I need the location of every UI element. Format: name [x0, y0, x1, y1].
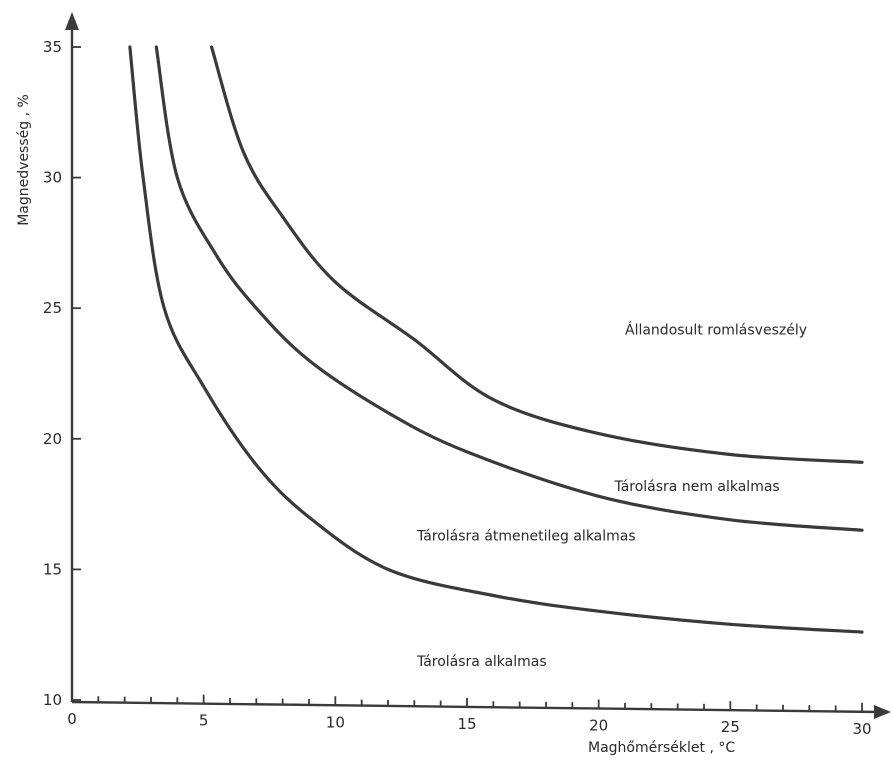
x-axis-arrow — [874, 705, 891, 719]
y-tick-label: 15 — [43, 560, 62, 578]
x-ticks: 0 5 10 15 20 25 30 — [67, 693, 872, 738]
curve-3 — [210, 45, 864, 464]
x-axis-line — [71, 700, 881, 714]
x-tick-label: 5 — [199, 712, 209, 730]
curve-2 — [154, 45, 864, 532]
region-label: Állandosult romlásveszély — [625, 321, 807, 338]
x-tick-label: 30 — [852, 720, 871, 738]
curve-1 — [128, 45, 864, 634]
x-tick-label: 25 — [721, 718, 740, 736]
region-label: Tárolásra átmenetileg alkalmas — [416, 529, 636, 545]
curves — [128, 45, 864, 634]
y-tick-label: 10 — [43, 691, 62, 709]
x-axis-label: Maghőmérséklet , °C — [588, 740, 735, 756]
annotations: Állandosult romlásveszély Tárolásra nem a… — [416, 321, 807, 670]
y-ticks: 10 15 20 25 30 35 — [43, 38, 81, 709]
region-label: Tárolásra alkalmas — [416, 654, 547, 670]
y-axis-arrow — [65, 12, 79, 30]
region-label: Tárolásra nem alkalmas — [613, 479, 779, 495]
x-tick-label: 10 — [326, 713, 345, 731]
x-tick-label: 20 — [589, 717, 608, 735]
x-tick-label: 15 — [457, 715, 476, 733]
y-tick-label: 20 — [43, 430, 62, 448]
y-tick-label: 25 — [43, 299, 62, 317]
axes — [65, 12, 891, 719]
y-tick-label: 30 — [43, 169, 62, 187]
x-tick-label: 0 — [67, 710, 77, 728]
y-tick-label: 35 — [43, 38, 62, 56]
y-axis-label: Magnedvesség , % — [16, 94, 32, 226]
